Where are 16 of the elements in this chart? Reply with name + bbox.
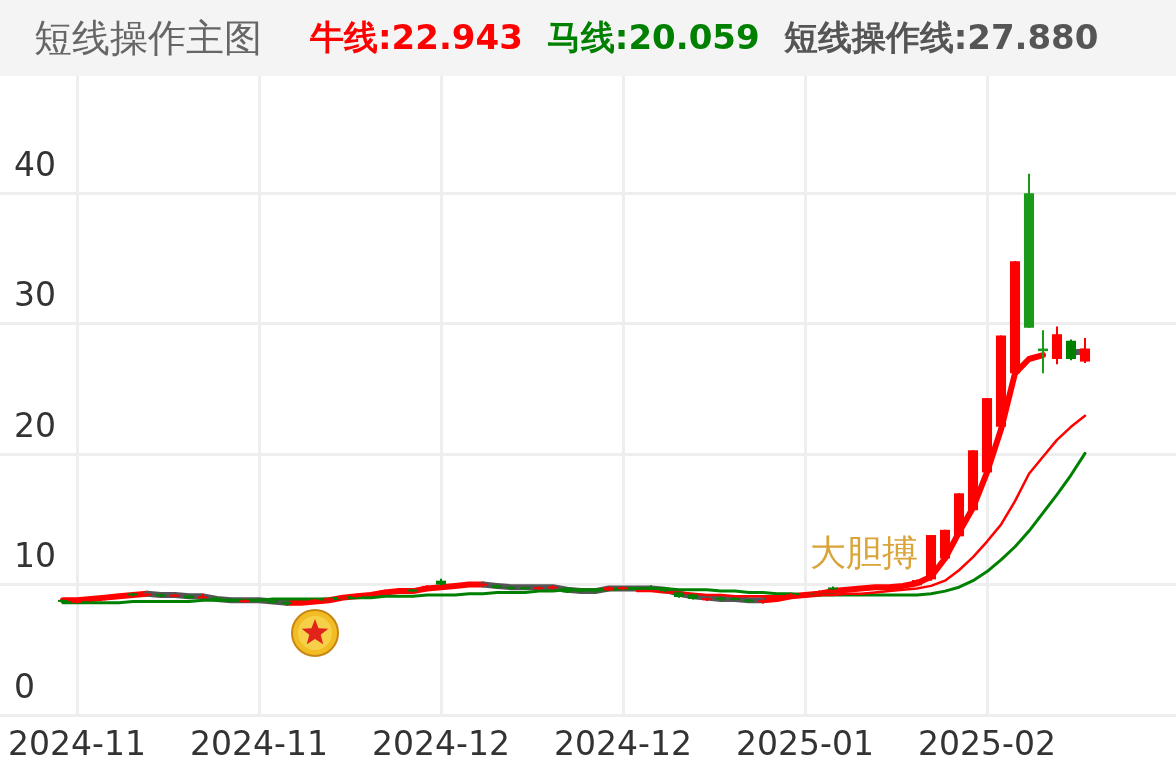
text: 马线:20.059 bbox=[546, 16, 760, 59]
x-tick-label: 2024-11 bbox=[8, 724, 146, 764]
y-tick-label: 10 bbox=[14, 536, 56, 576]
annotation: 大胆搏 bbox=[810, 531, 919, 573]
y-tick-label: 20 bbox=[14, 405, 56, 445]
y-tick-label: 30 bbox=[14, 275, 56, 315]
y-tick-label: 40 bbox=[14, 144, 56, 184]
x-tick-label: 2024-12 bbox=[372, 724, 510, 764]
text: 牛线:22.943 bbox=[310, 16, 523, 59]
x-tick-label: 2025-01 bbox=[736, 724, 874, 764]
chart-title: 短线操作主图 bbox=[34, 14, 262, 62]
x-tick-label: 2024-12 bbox=[554, 724, 692, 764]
x-tick-label: 2024-11 bbox=[190, 724, 328, 764]
text: 短线操作线:27.880 bbox=[783, 16, 1099, 59]
y-tick-label: 0 bbox=[14, 666, 35, 706]
x-tick-label: 2025-02 bbox=[918, 724, 1056, 764]
